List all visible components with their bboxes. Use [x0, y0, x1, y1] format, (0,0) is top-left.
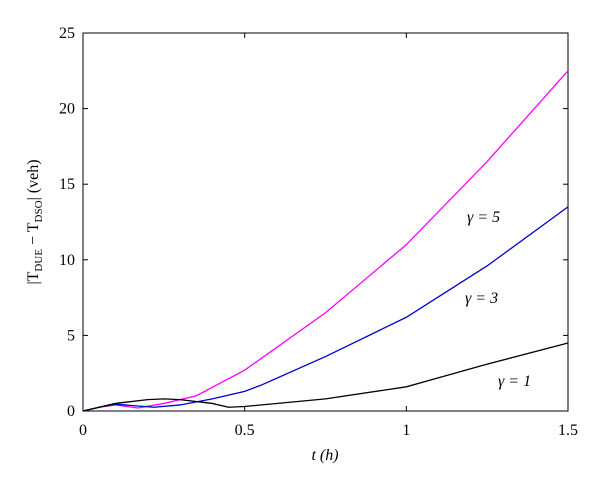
x-tick-label: 1: [402, 422, 410, 439]
y-label-part: |T: [25, 271, 42, 284]
series-line: [82, 342, 569, 412]
y-label-part: DSO: [33, 200, 45, 222]
y-label-part: | (veh): [25, 159, 42, 200]
x-axis-label: t (h): [311, 447, 338, 464]
series-line: [82, 70, 569, 412]
y-tick-label: 5: [67, 327, 75, 344]
y-label-part: − T: [25, 222, 42, 249]
plot-frame: [82, 32, 569, 412]
series-line: [82, 206, 569, 412]
series-label: γ = 3: [465, 290, 498, 307]
series-label: γ = 1: [498, 373, 531, 390]
y-label-part: DUE: [33, 249, 45, 272]
y-tick-label: 10: [59, 252, 75, 269]
y-tick-label: 0: [67, 403, 75, 420]
series-label: γ = 5: [467, 209, 500, 226]
y-tick-label: 20: [59, 101, 75, 118]
x-tick-label: 1.5: [558, 422, 578, 439]
x-tick-label: 0: [79, 422, 87, 439]
y-tick-label: 25: [59, 25, 75, 42]
y-tick-label: 15: [59, 176, 75, 193]
x-tick-label: 0.5: [235, 422, 255, 439]
y-axis-label: |TDUE − TDSO| (veh): [25, 159, 45, 284]
